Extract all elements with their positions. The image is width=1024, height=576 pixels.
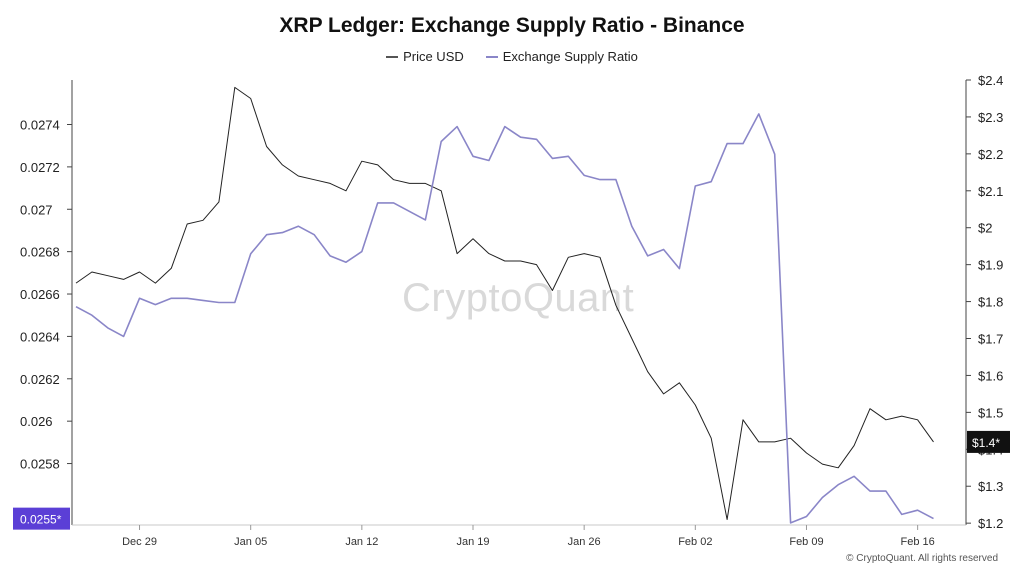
- x-axis-tick-label: Jan 26: [568, 536, 601, 548]
- left-axis-tick-label: 0.0266: [20, 287, 60, 302]
- chart-title: XRP Ledger: Exchange Supply Ratio - Bina…: [279, 14, 745, 37]
- right-axis-tick-label: $2.1: [978, 184, 1003, 199]
- left-axis-tick-label: 0.027: [20, 202, 53, 217]
- right-current-value-label: $1.4*: [972, 436, 1000, 450]
- legend-label-price: Price USD: [403, 49, 464, 64]
- left-axis-tick-label: 0.0262: [20, 372, 60, 387]
- right-axis-tick-label: $1.9: [978, 258, 1003, 273]
- right-axis-tick-label: $1.5: [978, 405, 1003, 420]
- x-axis-tick-label: Feb 09: [789, 536, 823, 548]
- watermark: CryptoQuant: [402, 276, 635, 320]
- right-axis-tick-label: $2.4: [978, 73, 1003, 88]
- right-axis-tick-label: $1.6: [978, 368, 1003, 383]
- right-current-value-badge: [967, 430, 1010, 453]
- left-axis-tick-label: 0.0272: [20, 160, 60, 175]
- left-axis-tick-label: 0.0274: [20, 118, 60, 133]
- legend-swatch-price: [386, 55, 399, 58]
- left-current-value-label: 0.0255*: [20, 513, 62, 527]
- left-axis-tick-label: 0.0264: [20, 329, 60, 344]
- chart-legend: Price USD Exchange Supply Ratio: [0, 49, 1024, 64]
- right-axis-tick-label: $1.8: [978, 295, 1003, 310]
- right-axis-tick-label: $2: [978, 221, 992, 236]
- right-axis-tick-label: $1.3: [978, 479, 1003, 494]
- x-axis-tick-label: Feb 16: [901, 536, 935, 548]
- x-axis-tick-label: Feb 02: [678, 536, 712, 548]
- left-axis-tick-label: 0.0268: [20, 245, 60, 260]
- x-axis-tick-label: Dec 29: [122, 536, 157, 548]
- legend-item-price[interactable]: Price USD: [386, 49, 464, 64]
- legend-label-supply-ratio: Exchange Supply Ratio: [502, 49, 638, 64]
- legend-swatch-supply-ratio: [485, 55, 498, 58]
- x-axis-tick-label: Jan 19: [456, 536, 489, 548]
- left-current-value-badge: [13, 507, 70, 530]
- right-axis-tick-label: $1.2: [978, 516, 1003, 531]
- right-axis-tick-label: $2.3: [978, 110, 1003, 125]
- x-axis-tick-label: Jan 05: [234, 536, 267, 548]
- left-axis-tick-label: 0.0258: [20, 457, 60, 472]
- right-axis-tick-label: $2.2: [978, 147, 1003, 162]
- right-axis-tick-label: $1.7: [978, 332, 1003, 347]
- left-axis-tick-label: 0.026: [20, 414, 53, 429]
- supply-ratio-series-line: [75, 113, 934, 524]
- legend-item-supply-ratio[interactable]: Exchange Supply Ratio: [485, 49, 638, 64]
- x-axis-tick-label: Jan 12: [345, 536, 378, 548]
- price-series-line: [75, 86, 934, 520]
- copyright-notice: © CryptoQuant. All rights reserved: [846, 553, 998, 564]
